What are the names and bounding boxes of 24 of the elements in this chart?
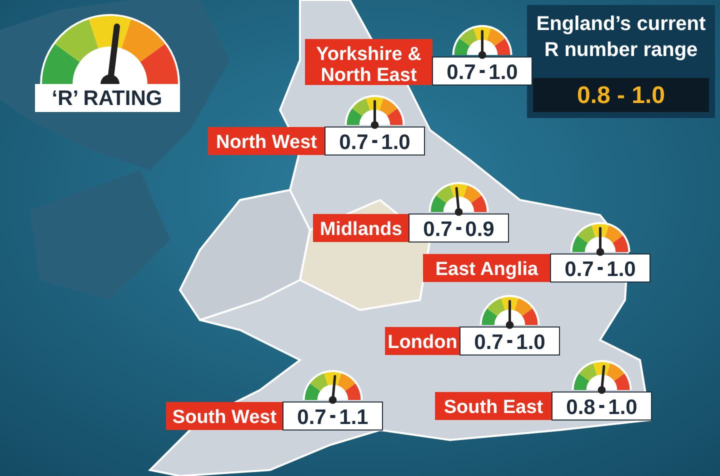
category-label: Yorkshire & North East — [316, 44, 422, 86]
category-label: South East — [444, 397, 544, 418]
data-label: 0.7 — [564, 258, 594, 281]
data-label: 1.0 — [488, 61, 518, 84]
data-label: 0.7 — [446, 61, 476, 84]
data-label: 1.0 — [606, 258, 636, 281]
data-label: 0.8 — [566, 396, 596, 419]
category-label: London — [388, 332, 458, 353]
category-label: East Anglia — [435, 259, 539, 280]
text: England’s current R number range — [536, 13, 706, 61]
data-label: 1.0 — [608, 396, 638, 419]
data-label: 0.7 — [474, 331, 504, 354]
data-label: 0.7 — [339, 131, 368, 154]
data-label: 0.7 — [423, 218, 452, 241]
data-label: 1.1 — [339, 406, 369, 429]
text: ‘R’ RATING — [52, 87, 162, 110]
text: 0.8 - 1.0 — [576, 82, 666, 109]
category-label: South West — [172, 407, 278, 428]
category-label: Midlands — [320, 219, 402, 240]
category-label: North West — [216, 132, 318, 153]
data-label: 1.0 — [516, 331, 546, 354]
data-label: 0.7 — [297, 406, 326, 429]
data-label: 1.0 — [381, 131, 410, 154]
data-label: 0.9 — [465, 218, 494, 241]
